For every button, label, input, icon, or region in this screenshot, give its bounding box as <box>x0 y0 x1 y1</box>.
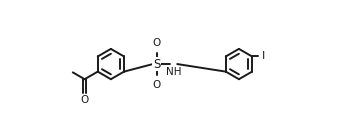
Text: NH: NH <box>166 67 181 77</box>
Text: O: O <box>153 80 161 90</box>
Text: O: O <box>80 95 89 105</box>
Text: O: O <box>153 38 161 48</box>
Text: S: S <box>153 58 160 70</box>
Text: I: I <box>261 51 265 62</box>
